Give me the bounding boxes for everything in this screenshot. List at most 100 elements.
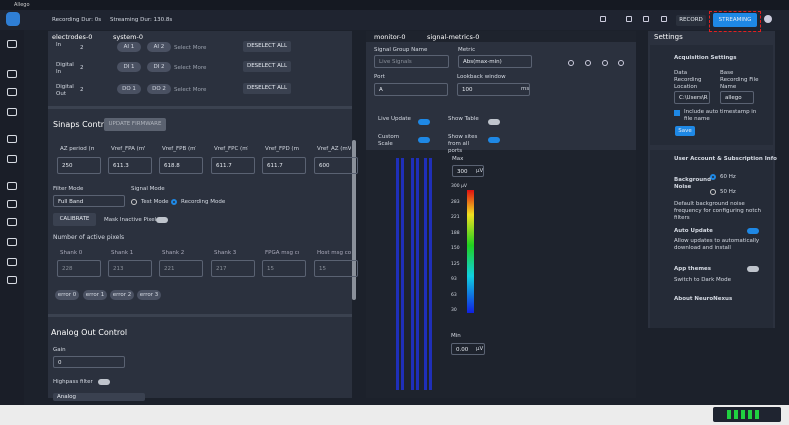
panel-icon[interactable] xyxy=(585,60,591,66)
radio[interactable] xyxy=(171,199,177,205)
count-label: Shank 1 xyxy=(111,250,134,256)
field-input[interactable]: 250 xyxy=(57,157,101,174)
field-label: AZ period (ms) xyxy=(60,146,94,152)
panel-icon[interactable] xyxy=(568,60,574,66)
streaming-button[interactable]: STREAMING xyxy=(713,13,757,27)
field-input[interactable]: 600 xyxy=(314,157,358,174)
scrollbar[interactable] xyxy=(352,140,356,300)
sidebar-icon[interactable] xyxy=(7,40,17,48)
panel-icon[interactable] xyxy=(602,60,608,66)
update-button[interactable]: UPDATE FIRMWARE xyxy=(104,118,166,131)
field-input[interactable]: 618.8 xyxy=(159,157,203,174)
deselect-button[interactable]: DESELECT ALL xyxy=(243,83,291,94)
sidebar-icon[interactable] xyxy=(7,70,17,78)
label: Gain xyxy=(53,347,66,353)
io-count: 2 xyxy=(80,65,84,71)
toolbar-icon[interactable] xyxy=(661,16,667,22)
input[interactable]: 100 xyxy=(457,83,530,96)
toggle[interactable] xyxy=(418,137,430,143)
section-title[interactable]: User Account & Subscription Info xyxy=(674,156,777,162)
section-title[interactable]: About NeuroNexus xyxy=(674,296,733,302)
select[interactable]: Full Band xyxy=(53,195,125,207)
sidebar-icon[interactable] xyxy=(7,182,17,190)
channel-chip[interactable]: DI 2 xyxy=(147,62,171,72)
radio[interactable] xyxy=(710,174,716,180)
status-bar-segment xyxy=(741,410,745,419)
radio-label: 60 Hz xyxy=(720,174,736,180)
label: Signal Mode xyxy=(131,186,165,192)
toggle-label: Show Table xyxy=(448,116,479,122)
user-icon[interactable] xyxy=(764,15,772,23)
radio[interactable] xyxy=(131,199,137,205)
sidebar-icon[interactable] xyxy=(7,88,17,96)
field-input[interactable]: 611.7 xyxy=(211,157,255,174)
status-bar-segment xyxy=(727,410,731,419)
count-input: 228 xyxy=(57,260,101,277)
io-count: 2 xyxy=(80,45,84,51)
field-label: Vref_FPA (mV) xyxy=(111,146,145,152)
label: Data Recording Location xyxy=(674,70,702,90)
desc: Default background noise frequency for c… xyxy=(674,201,761,221)
radio[interactable] xyxy=(710,189,716,195)
deselect-button[interactable]: DESELECT ALL xyxy=(243,41,291,52)
sidebar-icon[interactable] xyxy=(7,135,17,143)
sidebar-icon[interactable] xyxy=(7,238,17,246)
input[interactable]: allego xyxy=(720,91,754,104)
toggle[interactable] xyxy=(747,266,759,272)
input[interactable]: C:\Users\R xyxy=(674,91,710,104)
checkbox[interactable] xyxy=(674,110,680,116)
toggle[interactable] xyxy=(156,217,168,223)
select[interactable]: Abs(max-min) xyxy=(458,55,532,68)
sidebar-icon[interactable] xyxy=(7,276,17,284)
scale-label: 30 xyxy=(451,308,457,313)
record-button[interactable]: RECORD xyxy=(676,15,706,26)
toggle-label: Show sites from all ports xyxy=(448,134,478,154)
field-input[interactable]: 611.3 xyxy=(108,157,152,174)
channel-chip[interactable]: AI 2 xyxy=(147,42,171,52)
toggle[interactable] xyxy=(418,119,430,125)
window-title: Allego xyxy=(14,2,30,8)
field-input[interactable]: 611.7 xyxy=(262,157,306,174)
toolbar-icon[interactable] xyxy=(626,16,632,22)
tab[interactable]: system-0 xyxy=(113,33,143,41)
toolbar-icon[interactable] xyxy=(600,16,606,22)
label: Port xyxy=(374,74,385,80)
select[interactable]: Live Signals xyxy=(374,55,449,68)
toggle[interactable] xyxy=(747,228,759,234)
channel-chip[interactable]: DI 1 xyxy=(117,62,141,72)
count-label: Shank 0 xyxy=(60,250,83,256)
channel-chip[interactable]: DO 1 xyxy=(117,84,141,94)
input[interactable]: 300 xyxy=(452,165,484,177)
sidebar-icon[interactable] xyxy=(7,108,17,116)
tab[interactable]: signal-metrics-0 xyxy=(427,33,480,41)
tab[interactable]: monitor-0 xyxy=(374,33,406,41)
section-title: Analog Out Control xyxy=(51,328,128,337)
calibrate-button[interactable]: CALIBRATE xyxy=(53,213,96,226)
error-chip[interactable]: error 2 xyxy=(110,290,134,300)
sidebar-icon[interactable] xyxy=(7,155,17,163)
sidebar-icon[interactable] xyxy=(7,218,17,226)
toolbar-icon[interactable] xyxy=(643,16,649,22)
toggle[interactable] xyxy=(488,119,500,125)
label: Base Recording File Name xyxy=(720,70,759,90)
toggle[interactable] xyxy=(98,379,110,385)
save-button[interactable]: Save xyxy=(675,126,695,136)
toggle-label: Custom Scale xyxy=(378,134,400,147)
count-label: Host msg cou xyxy=(317,250,351,256)
analog-button[interactable]: Analog xyxy=(53,393,145,401)
toggle[interactable] xyxy=(488,137,500,143)
error-chip[interactable]: error 0 xyxy=(55,290,79,300)
panel-icon[interactable] xyxy=(618,60,624,66)
select[interactable]: A xyxy=(374,83,448,96)
sidebar-icon[interactable] xyxy=(7,258,17,266)
select[interactable]: 0 xyxy=(53,356,125,368)
sidebar-icon[interactable] xyxy=(7,200,17,208)
input[interactable]: 0.00 xyxy=(451,343,485,355)
deselect-button[interactable]: DESELECT ALL xyxy=(243,61,291,72)
channel-chip[interactable]: AI 1 xyxy=(117,42,141,52)
tab[interactable]: electrodes-0 xyxy=(52,33,93,41)
error-chip[interactable]: error 1 xyxy=(83,290,107,300)
radio-label: Test Mode xyxy=(141,199,169,205)
error-chip[interactable]: error 3 xyxy=(137,290,161,300)
channel-chip[interactable]: DO 2 xyxy=(147,84,171,94)
